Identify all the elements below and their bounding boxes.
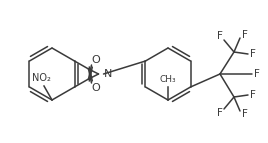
Text: F: F	[217, 31, 223, 41]
Text: F: F	[250, 49, 256, 59]
Text: F: F	[217, 108, 223, 118]
Text: F: F	[250, 90, 256, 100]
Text: NO₂: NO₂	[32, 73, 50, 83]
Text: CH₃: CH₃	[160, 76, 176, 85]
Text: O: O	[91, 83, 100, 93]
Text: F: F	[242, 30, 248, 40]
Text: F: F	[254, 69, 260, 79]
Text: N: N	[103, 69, 112, 79]
Text: F: F	[242, 109, 248, 119]
Text: O: O	[91, 55, 100, 65]
